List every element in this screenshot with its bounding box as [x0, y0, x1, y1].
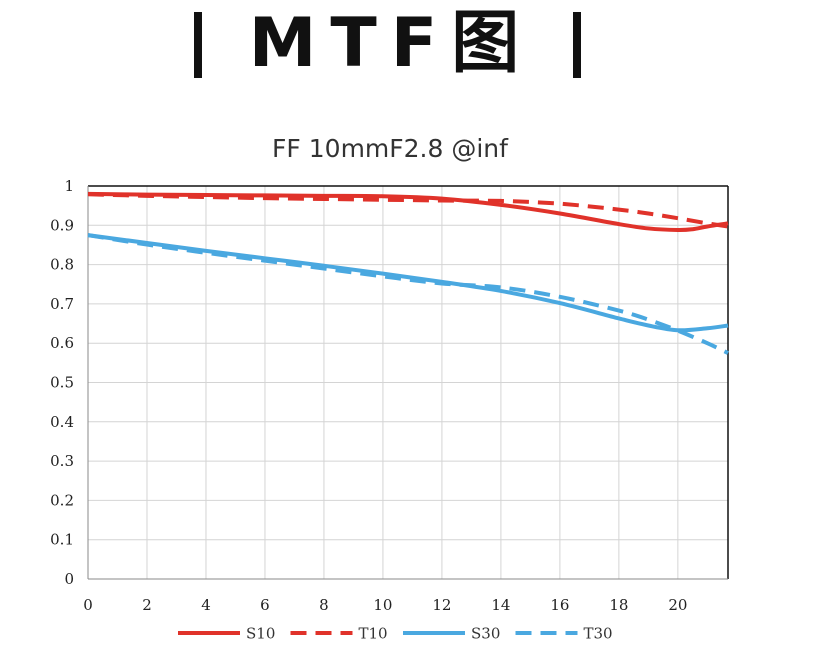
y-tick-label: 0.8	[50, 256, 74, 274]
x-tick-label: 12	[432, 596, 451, 614]
y-tick-label: 0.7	[50, 295, 74, 313]
y-tick-label: 0.4	[50, 413, 74, 431]
y-tick-label: 0.5	[50, 374, 74, 392]
x-tick-label: 0	[83, 596, 93, 614]
heading-text: MTF图	[248, 4, 534, 83]
legend-label-t30: T30	[584, 625, 613, 643]
y-tick-label: 0.6	[50, 334, 74, 352]
series-line-s10	[87, 191, 729, 233]
legend-label-t10: T10	[359, 625, 388, 643]
series-lines	[87, 191, 729, 355]
x-tick-label: 2	[142, 596, 152, 614]
axes: 00.10.20.30.40.50.60.70.80.910 2 4 6 8 10 12 14…	[50, 177, 729, 614]
chart-title: FF 10mmF2.8 @inf	[272, 134, 509, 163]
y-tick-label: 0.3	[50, 452, 74, 470]
y-tick-label: 0.2	[50, 491, 74, 509]
x-tick-label: 4	[201, 596, 211, 614]
grid	[88, 185, 728, 579]
y-tick-label: 0	[64, 570, 74, 588]
x-tick-label: 16	[550, 596, 569, 614]
x-tick-label: 18	[609, 596, 628, 614]
series-line-t30	[87, 233, 729, 355]
page-heading: MTF图	[0, 0, 832, 100]
heading-bar-right	[573, 12, 581, 78]
y-tick-label: 0.1	[50, 531, 74, 549]
x-tick-label: 8	[319, 596, 329, 614]
x-tick-label: 6	[260, 596, 270, 614]
heading-bar-left	[194, 12, 202, 78]
x-tick-label: 20	[668, 596, 687, 614]
x-tick-label: 14	[491, 596, 510, 614]
y-tick-label: 0.9	[50, 216, 74, 234]
x-tick-label: 10	[373, 596, 392, 614]
legend-label-s10: S10	[246, 625, 275, 643]
series-line-t10	[87, 192, 729, 229]
legend-label-s30: S30	[471, 625, 500, 643]
y-tick-label: 1	[64, 177, 74, 195]
legend: S10 T10 S30 T30	[178, 625, 613, 643]
